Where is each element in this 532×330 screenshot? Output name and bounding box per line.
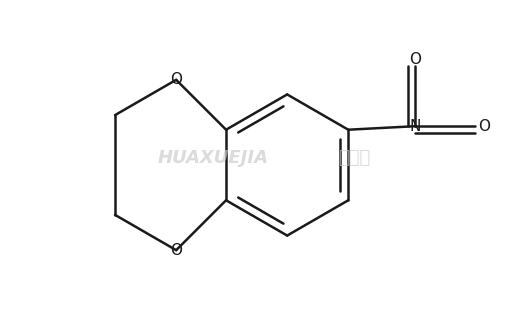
Text: O: O [409,52,421,67]
Text: O: O [170,72,182,87]
Text: 化学加: 化学加 [338,149,370,167]
Text: O: O [478,119,490,134]
Text: O: O [170,243,182,258]
Text: N: N [410,119,421,134]
Text: HUAXUEJIA: HUAXUEJIA [157,149,269,167]
